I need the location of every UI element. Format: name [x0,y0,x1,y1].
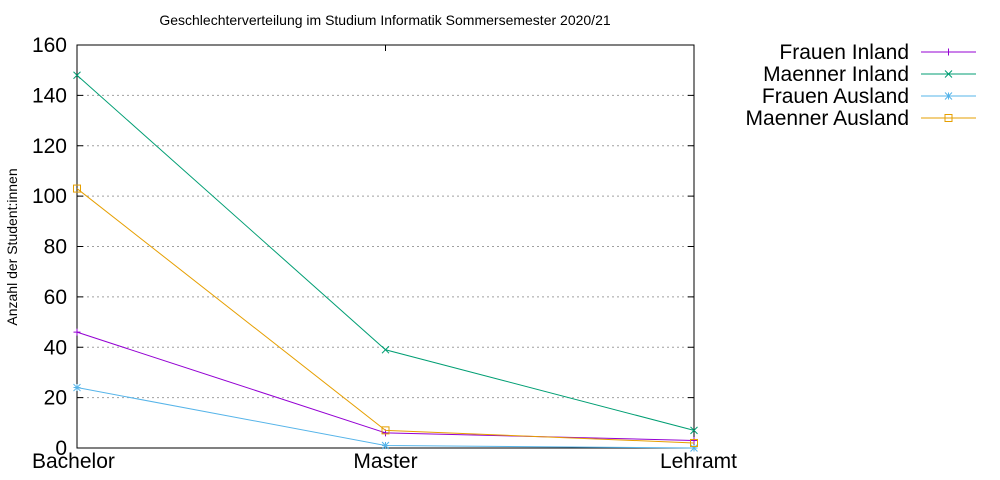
legend-label: Frauen Ausland [762,85,909,108]
y-tick-label: 100 [32,185,67,208]
data-point [690,438,698,447]
series-frauen-ausland [73,383,698,452]
y-tick-label: 60 [44,286,67,309]
y-tick-label: 140 [32,84,67,107]
legend-label: Maenner Ausland [746,107,909,130]
data-point [381,426,390,435]
y-tick-label: 160 [32,34,67,57]
y-tick-label: 40 [44,336,67,359]
data-point [381,426,390,435]
legend-marker [944,70,953,78]
legend-marker [944,92,953,100]
y-axis-label: Anzahl der Student:innen [4,168,20,325]
grid-lines [77,94,694,399]
data-point [73,328,81,336]
data-point [690,426,698,435]
series-line [76,74,695,431]
legend-marker [945,48,952,56]
chart-title: Geschlechterverteilung im Studium Inform… [159,12,611,28]
data-point [381,441,390,450]
x-tick-label: Lehramt [660,450,737,473]
x-axis-ticks: Bachelor Master Lehramt [32,45,737,473]
y-tick-label: 80 [44,236,67,259]
legend-entry: Frauen Inland [779,41,976,64]
legend-marker [944,92,953,100]
y-tick-label: 20 [44,387,67,410]
data-point [690,444,698,452]
data-point [73,71,81,80]
series-line [76,331,695,441]
y-tick-label: 120 [32,135,67,158]
y-tick-label: 0 [55,437,67,460]
data-point [73,383,81,392]
data-point [381,345,390,354]
legend-marker [944,114,953,122]
plot-frame [76,44,695,449]
legend-marker [944,70,953,78]
data-point [381,345,390,354]
legend-marker [944,114,953,122]
data-point [73,184,81,193]
legend-marker [945,48,952,56]
data-point [690,444,698,452]
series-maenner-ausland [73,184,698,447]
legend-label: Maenner Inland [763,63,909,86]
data-point [73,383,81,392]
x-tick-label: Bachelor [32,450,115,473]
data-point [73,71,81,80]
legend-entry: Frauen Ausland [762,85,976,108]
series-line [76,188,695,444]
data-point [73,328,81,336]
legend-label: Frauen Inland [779,41,909,64]
series-lines [73,71,698,452]
data-point [690,426,698,435]
legend-entry: Maenner Ausland [746,107,976,130]
x-tick-label: Master [353,450,417,473]
data-point [381,441,390,450]
data-point [73,184,81,193]
data-point [690,438,698,447]
y-axis-ticks: 0 20 40 60 80 100 120 140 160 [32,34,694,460]
legend-entry: Maenner Inland [763,63,976,86]
series-maenner-inland [73,71,698,435]
